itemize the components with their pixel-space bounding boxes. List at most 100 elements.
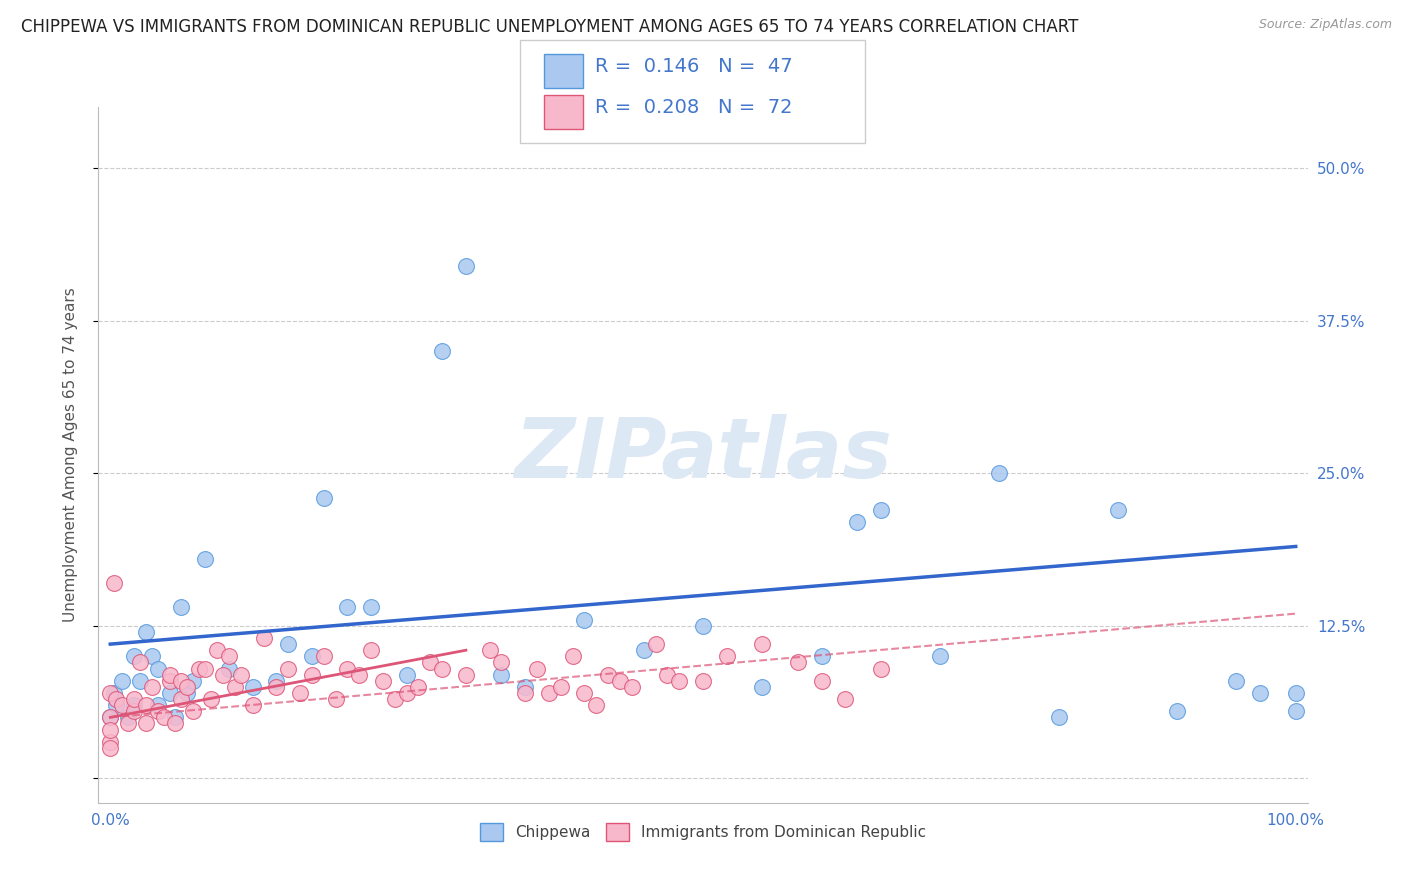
Text: ZIPatlas: ZIPatlas xyxy=(515,415,891,495)
Point xyxy=(1249,686,1271,700)
Point xyxy=(103,576,125,591)
Point xyxy=(550,680,572,694)
Point xyxy=(347,667,370,681)
Point xyxy=(384,692,406,706)
Point xyxy=(312,649,335,664)
Point xyxy=(301,667,323,681)
Point xyxy=(253,631,276,645)
Point xyxy=(170,692,193,706)
Point xyxy=(170,600,193,615)
Point xyxy=(176,680,198,694)
Point xyxy=(692,619,714,633)
Point xyxy=(336,661,359,675)
Point xyxy=(419,656,441,670)
Point xyxy=(242,698,264,713)
Point xyxy=(194,661,217,675)
Point xyxy=(98,735,121,749)
Point xyxy=(716,649,738,664)
Point xyxy=(537,686,560,700)
Point xyxy=(205,643,228,657)
Text: R =  0.208   N =  72: R = 0.208 N = 72 xyxy=(595,98,792,117)
Point xyxy=(141,680,163,694)
Point xyxy=(515,686,537,700)
Point xyxy=(491,667,513,681)
Point xyxy=(478,643,501,657)
Point xyxy=(336,600,359,615)
Point xyxy=(264,680,287,694)
Point xyxy=(111,673,134,688)
Point xyxy=(491,656,513,670)
Point xyxy=(633,643,655,657)
Point xyxy=(574,686,596,700)
Point xyxy=(165,716,187,731)
Point xyxy=(200,692,222,706)
Point xyxy=(103,686,125,700)
Point xyxy=(574,613,596,627)
Point xyxy=(229,667,252,681)
Point xyxy=(751,637,773,651)
Point xyxy=(212,667,235,681)
Point xyxy=(105,692,128,706)
Point xyxy=(111,698,134,713)
Point xyxy=(1166,704,1188,718)
Point xyxy=(360,600,382,615)
Point xyxy=(751,680,773,694)
Point xyxy=(129,673,152,688)
Point xyxy=(454,259,477,273)
Point xyxy=(846,515,869,529)
Point xyxy=(98,710,121,724)
Point xyxy=(668,673,690,688)
Point xyxy=(1285,704,1308,718)
Point xyxy=(810,673,832,688)
Point xyxy=(395,667,418,681)
Point xyxy=(170,673,193,688)
Point xyxy=(146,704,169,718)
Point xyxy=(360,643,382,657)
Point xyxy=(98,723,121,737)
Point xyxy=(929,649,952,664)
Point xyxy=(122,698,145,713)
Point xyxy=(277,661,299,675)
Point xyxy=(609,673,631,688)
Point xyxy=(159,673,181,688)
Text: Source: ZipAtlas.com: Source: ZipAtlas.com xyxy=(1258,18,1392,31)
Point xyxy=(176,686,198,700)
Point xyxy=(117,716,139,731)
Point xyxy=(1047,710,1070,724)
Point xyxy=(312,491,335,505)
Point xyxy=(181,673,204,688)
Text: R =  0.146   N =  47: R = 0.146 N = 47 xyxy=(595,57,793,76)
Point xyxy=(288,686,311,700)
Point xyxy=(1285,686,1308,700)
Point xyxy=(585,698,607,713)
Point xyxy=(988,467,1011,481)
Point xyxy=(526,661,548,675)
Point xyxy=(98,710,121,724)
Point xyxy=(1107,503,1129,517)
Point xyxy=(122,649,145,664)
Point xyxy=(869,661,891,675)
Point xyxy=(152,710,174,724)
Point xyxy=(786,656,808,670)
Point xyxy=(159,686,181,700)
Point xyxy=(657,667,679,681)
Text: CHIPPEWA VS IMMIGRANTS FROM DOMINICAN REPUBLIC UNEMPLOYMENT AMONG AGES 65 TO 74 : CHIPPEWA VS IMMIGRANTS FROM DOMINICAN RE… xyxy=(21,18,1078,36)
Point xyxy=(834,692,856,706)
Point xyxy=(194,551,217,566)
Point xyxy=(117,710,139,724)
Point xyxy=(98,686,121,700)
Point xyxy=(105,698,128,713)
Point xyxy=(146,661,169,675)
Point xyxy=(129,656,152,670)
Point xyxy=(135,698,157,713)
Point xyxy=(371,673,394,688)
Legend: Chippewa, Immigrants from Dominican Republic: Chippewa, Immigrants from Dominican Repu… xyxy=(474,816,932,847)
Point xyxy=(301,649,323,664)
Point xyxy=(122,692,145,706)
Point xyxy=(98,740,121,755)
Point xyxy=(135,624,157,639)
Point xyxy=(264,673,287,688)
Point xyxy=(141,649,163,664)
Point xyxy=(1225,673,1247,688)
Point xyxy=(395,686,418,700)
